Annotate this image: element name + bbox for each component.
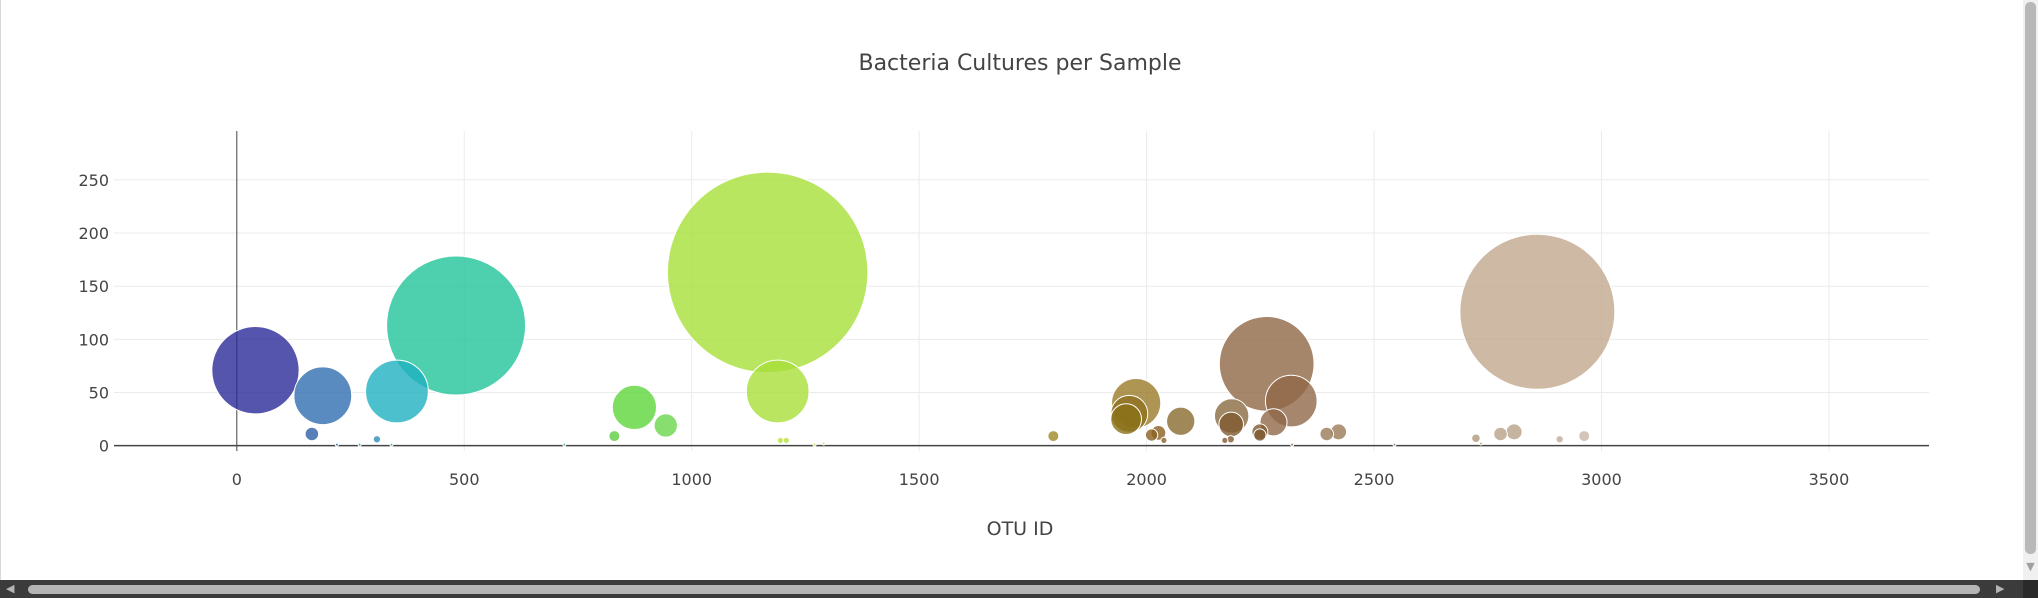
- bubble-otu-10[interactable]: [745, 359, 810, 424]
- scroll-left-arrow-icon[interactable]: ◀: [6, 582, 15, 595]
- bubble-otu-20[interactable]: [1166, 406, 1196, 436]
- bubble-otu-38[interactable]: [334, 442, 339, 447]
- bubble-otu-17[interactable]: [1144, 428, 1159, 442]
- bubble-otu-4[interactable]: [365, 359, 429, 424]
- tick-labels: 0 500 1000 1500 2000 2500 3000 3500 0 50 100 150 200…: [78, 171, 1849, 489]
- bubbles[interactable]: [211, 171, 1616, 447]
- x-tick-label: 3500: [1809, 470, 1850, 489]
- bubble-otu-12[interactable]: [782, 436, 790, 444]
- x-tick-label: 2000: [1126, 470, 1167, 489]
- bubble-otu-9[interactable]: [666, 171, 869, 374]
- y-tick-label: 0: [99, 437, 109, 456]
- bubble-otu-46[interactable]: [1478, 441, 1483, 446]
- y-tick-label: 250: [78, 171, 109, 190]
- bubble-otu-45[interactable]: [1392, 442, 1397, 447]
- bubble-otu-35[interactable]: [1459, 233, 1616, 390]
- y-tick-label: 200: [78, 224, 109, 243]
- y-tick-label: 50: [89, 384, 109, 403]
- y-tick-label: 100: [78, 330, 109, 349]
- bubble-otu-33[interactable]: [1493, 426, 1508, 442]
- bubble-otu-34[interactable]: [1505, 423, 1523, 441]
- bubble-otu-13[interactable]: [1047, 430, 1060, 443]
- vertical-scrollbar[interactable]: ▼: [2023, 0, 2038, 580]
- bubble-otu-2[interactable]: [304, 426, 320, 442]
- bubble-otu-44[interactable]: [1290, 442, 1295, 447]
- bubble-chart: 0 500 1000 1500 2000 2500 3000 3500 0 50 100 150 200…: [78, 51, 1929, 540]
- bubble-otu-8[interactable]: [653, 413, 678, 438]
- bubble-otu-11[interactable]: [776, 436, 784, 444]
- plot-container: 0 500 1000 1500 2000 2500 3000 3500 0 50 100 150 200…: [0, 0, 1929, 580]
- bubble-otu-5[interactable]: [386, 255, 527, 396]
- bubble-otu-43[interactable]: [821, 441, 826, 446]
- bubble-otu-1[interactable]: [293, 366, 353, 426]
- bubble-otu-6[interactable]: [608, 430, 621, 443]
- x-tick-label: 1500: [899, 470, 940, 489]
- x-tick-label: 500: [449, 470, 480, 489]
- bubble-otu-16[interactable]: [1110, 403, 1142, 435]
- scroll-right-arrow-icon[interactable]: ▶: [1996, 582, 2005, 595]
- bubble-otu-3[interactable]: [372, 435, 382, 444]
- bubble-otu-23[interactable]: [1221, 436, 1229, 444]
- x-axis-title: OTU ID: [987, 518, 1054, 540]
- horizontal-scrollbar-thumb[interactable]: [28, 585, 1980, 594]
- x-tick-label: 2500: [1354, 470, 1395, 489]
- bubble-otu-37[interactable]: [1578, 430, 1591, 443]
- bubble-otu-39[interactable]: [357, 442, 362, 447]
- bubble-otu-0[interactable]: [211, 326, 300, 415]
- chart-title: Bacteria Cultures per Sample: [858, 51, 1181, 76]
- bubble-otu-26[interactable]: [1253, 428, 1267, 442]
- bubble-otu-36[interactable]: [1555, 435, 1564, 444]
- x-tick-label: 3000: [1581, 470, 1622, 489]
- horizontal-scrollbar[interactable]: ◀ ▶: [0, 580, 2038, 598]
- bubble-otu-19[interactable]: [1160, 436, 1168, 444]
- x-tick-label: 1000: [671, 470, 712, 489]
- scroll-down-arrow-icon[interactable]: ▼: [2026, 560, 2035, 573]
- bubble-otu-41[interactable]: [562, 442, 567, 447]
- vertical-scrollbar-thumb[interactable]: [2025, 2, 2036, 554]
- bubble-otu-42[interactable]: [812, 442, 817, 447]
- scrollbar-corner: [2023, 580, 2038, 598]
- x-tick-label: 0: [232, 470, 242, 489]
- bubble-otu-22[interactable]: [1218, 411, 1245, 438]
- bubble-otu-30[interactable]: [1319, 426, 1334, 442]
- y-tick-label: 150: [78, 277, 109, 296]
- bubble-otu-40[interactable]: [389, 442, 394, 447]
- bubble-otu-32[interactable]: [1471, 433, 1481, 444]
- bubble-otu-7[interactable]: [611, 384, 658, 431]
